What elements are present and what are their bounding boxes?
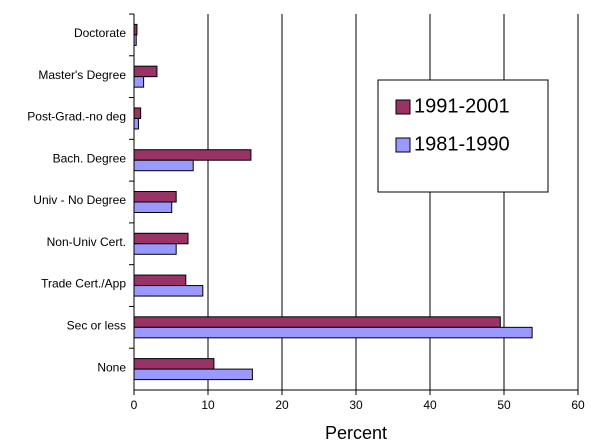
bar [133, 191, 177, 203]
x-tick-label: 50 [497, 398, 511, 412]
legend-swatch [395, 137, 411, 153]
bar [133, 201, 173, 213]
y-tick-label: Trade Cert./App [41, 277, 126, 291]
y-tick-label: Bach. Degree [53, 151, 127, 165]
bar [133, 117, 139, 130]
bar [133, 368, 253, 381]
y-tick-label: Univ - No Degree [33, 193, 126, 207]
bar [133, 107, 142, 119]
legend-label: 1991-2001 [414, 95, 510, 117]
x-tick-label: 0 [131, 398, 138, 412]
bar [133, 232, 189, 245]
bar [133, 159, 194, 172]
bar [133, 149, 252, 161]
bar [133, 316, 501, 328]
y-tick-label: None [97, 360, 126, 374]
legend-box [377, 79, 549, 193]
x-tick-label: 60 [571, 398, 585, 412]
bar [133, 65, 158, 78]
bar [133, 285, 204, 297]
bar [133, 23, 138, 36]
x-tick-label: 40 [423, 398, 437, 412]
legend-swatch [395, 99, 411, 115]
x-tick-label: 30 [349, 398, 363, 412]
y-tick-label: Doctorate [74, 26, 126, 40]
y-tick-label: Non-Univ Cert. [47, 235, 126, 249]
y-tick-label: Post-Grad.-no deg [27, 110, 126, 124]
legend-label: 1981-1990 [414, 133, 510, 155]
x-tick-label: 20 [275, 398, 289, 412]
bar [133, 326, 533, 339]
y-tick-label: Sec or less [67, 319, 126, 333]
bar [133, 76, 145, 88]
bar [133, 358, 215, 370]
x-tick-label: 10 [201, 398, 215, 412]
y-tick-label: Master's Degree [38, 68, 126, 82]
bar [133, 243, 177, 255]
bar [133, 274, 187, 287]
x-axis-title: Percent [325, 423, 387, 443]
bar [133, 34, 137, 46]
